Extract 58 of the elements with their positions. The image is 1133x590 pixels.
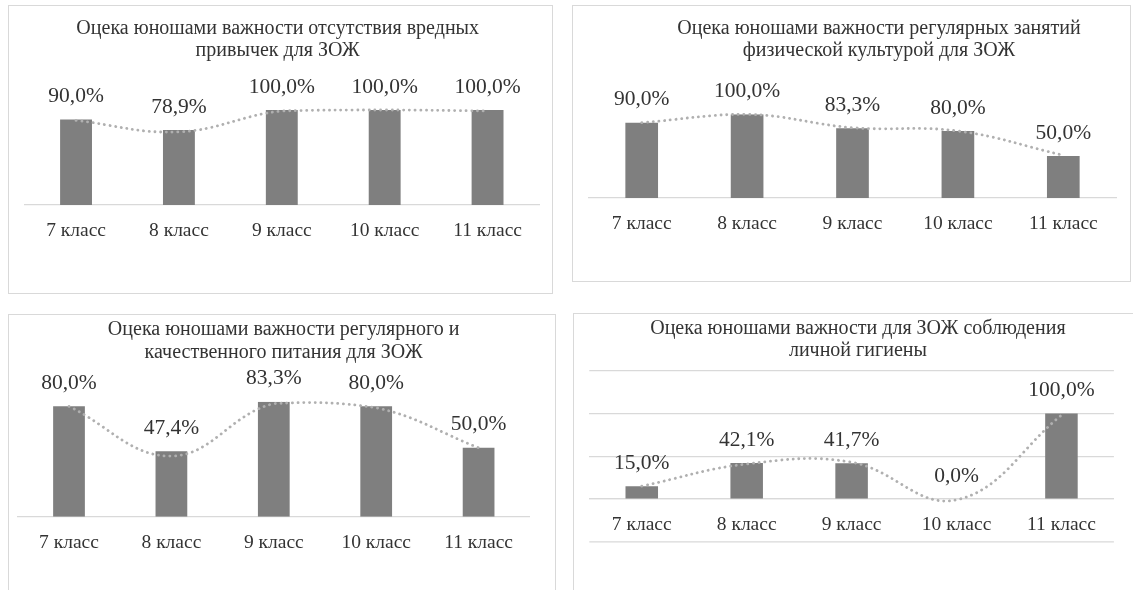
bar	[1046, 156, 1080, 198]
x-tick-label: 7 класс	[611, 211, 672, 233]
x-tick-label: 9 класс	[251, 218, 313, 240]
data-label: 100,0%	[454, 73, 521, 98]
bar	[941, 131, 975, 198]
x-tick-label: 9 класс	[821, 512, 882, 534]
bar	[462, 447, 495, 517]
x-tick-label: 11 класс	[444, 530, 514, 552]
x-tick-label: 10 класс	[923, 211, 994, 233]
bar	[625, 122, 659, 198]
data-label: 90,0%	[613, 86, 670, 111]
x-tick-label: 11 класс	[453, 218, 523, 240]
x-tick-label: 10 класс	[349, 218, 420, 240]
data-label: 100,0%	[713, 77, 781, 102]
data-label: 47,4%	[143, 415, 200, 439]
data-label: 83,3%	[246, 365, 302, 390]
bar	[730, 463, 763, 499]
data-label: 100,0%	[248, 73, 316, 98]
x-tick-label: 7 класс	[39, 530, 100, 552]
x-tick-label: 7 класс	[611, 512, 672, 534]
x-tick-label: 8 класс	[716, 512, 777, 534]
data-label: 100,0%	[1028, 377, 1095, 402]
data-label: 0,0%	[934, 462, 979, 487]
bar	[1045, 413, 1078, 499]
data-label: 100,0%	[351, 73, 418, 98]
data-label: 50,0%	[1035, 119, 1092, 144]
x-tick-label: 9 класс	[243, 530, 305, 552]
bar	[835, 463, 868, 499]
x-tick-label: 9 класс	[822, 211, 883, 233]
data-label: 90,0%	[48, 83, 104, 108]
x-tick-label: 11 класс	[1027, 512, 1097, 534]
data-label: 15,0%	[613, 449, 670, 474]
data-label: 83,3%	[824, 91, 881, 116]
bar	[360, 406, 393, 517]
bar	[53, 406, 85, 517]
chart-title: Оцека юношами важности отсутствия вредных привычек для ЗОЖ	[76, 15, 480, 62]
x-tick-label: 10 класс	[341, 530, 412, 552]
x-tick-label: 8 класс	[717, 211, 778, 233]
x-tick-label: 11 класс	[1028, 211, 1099, 233]
data-label: 80,0%	[41, 370, 97, 394]
data-label: 80,0%	[348, 370, 405, 394]
bar	[257, 401, 290, 517]
chart-title: Оцека юношами важности регулярного и качественного питания для ЗОЖ	[107, 317, 460, 363]
data-label: 78,9%	[151, 93, 207, 118]
x-tick-label: 10 класс	[921, 512, 992, 534]
bar	[730, 114, 764, 198]
x-tick-label: 7 класс	[46, 218, 107, 240]
bar	[625, 486, 659, 499]
data-label: 41,7%	[823, 426, 880, 451]
chart-title: Оцека юношами важности регулярных занятий физической культурой для ЗОЖ	[677, 15, 1081, 62]
bar	[836, 128, 869, 198]
data-label: 80,0%	[930, 94, 986, 119]
data-label: 42,1%	[718, 426, 775, 451]
x-tick-label: 8 класс	[149, 218, 210, 240]
bar	[155, 451, 188, 517]
data-label: 50,0%	[450, 411, 507, 436]
x-tick-label: 8 класс	[141, 530, 202, 552]
chart-title: Оцека юношами важности для ЗОЖ соблюдения личной гигиены	[650, 315, 1066, 361]
